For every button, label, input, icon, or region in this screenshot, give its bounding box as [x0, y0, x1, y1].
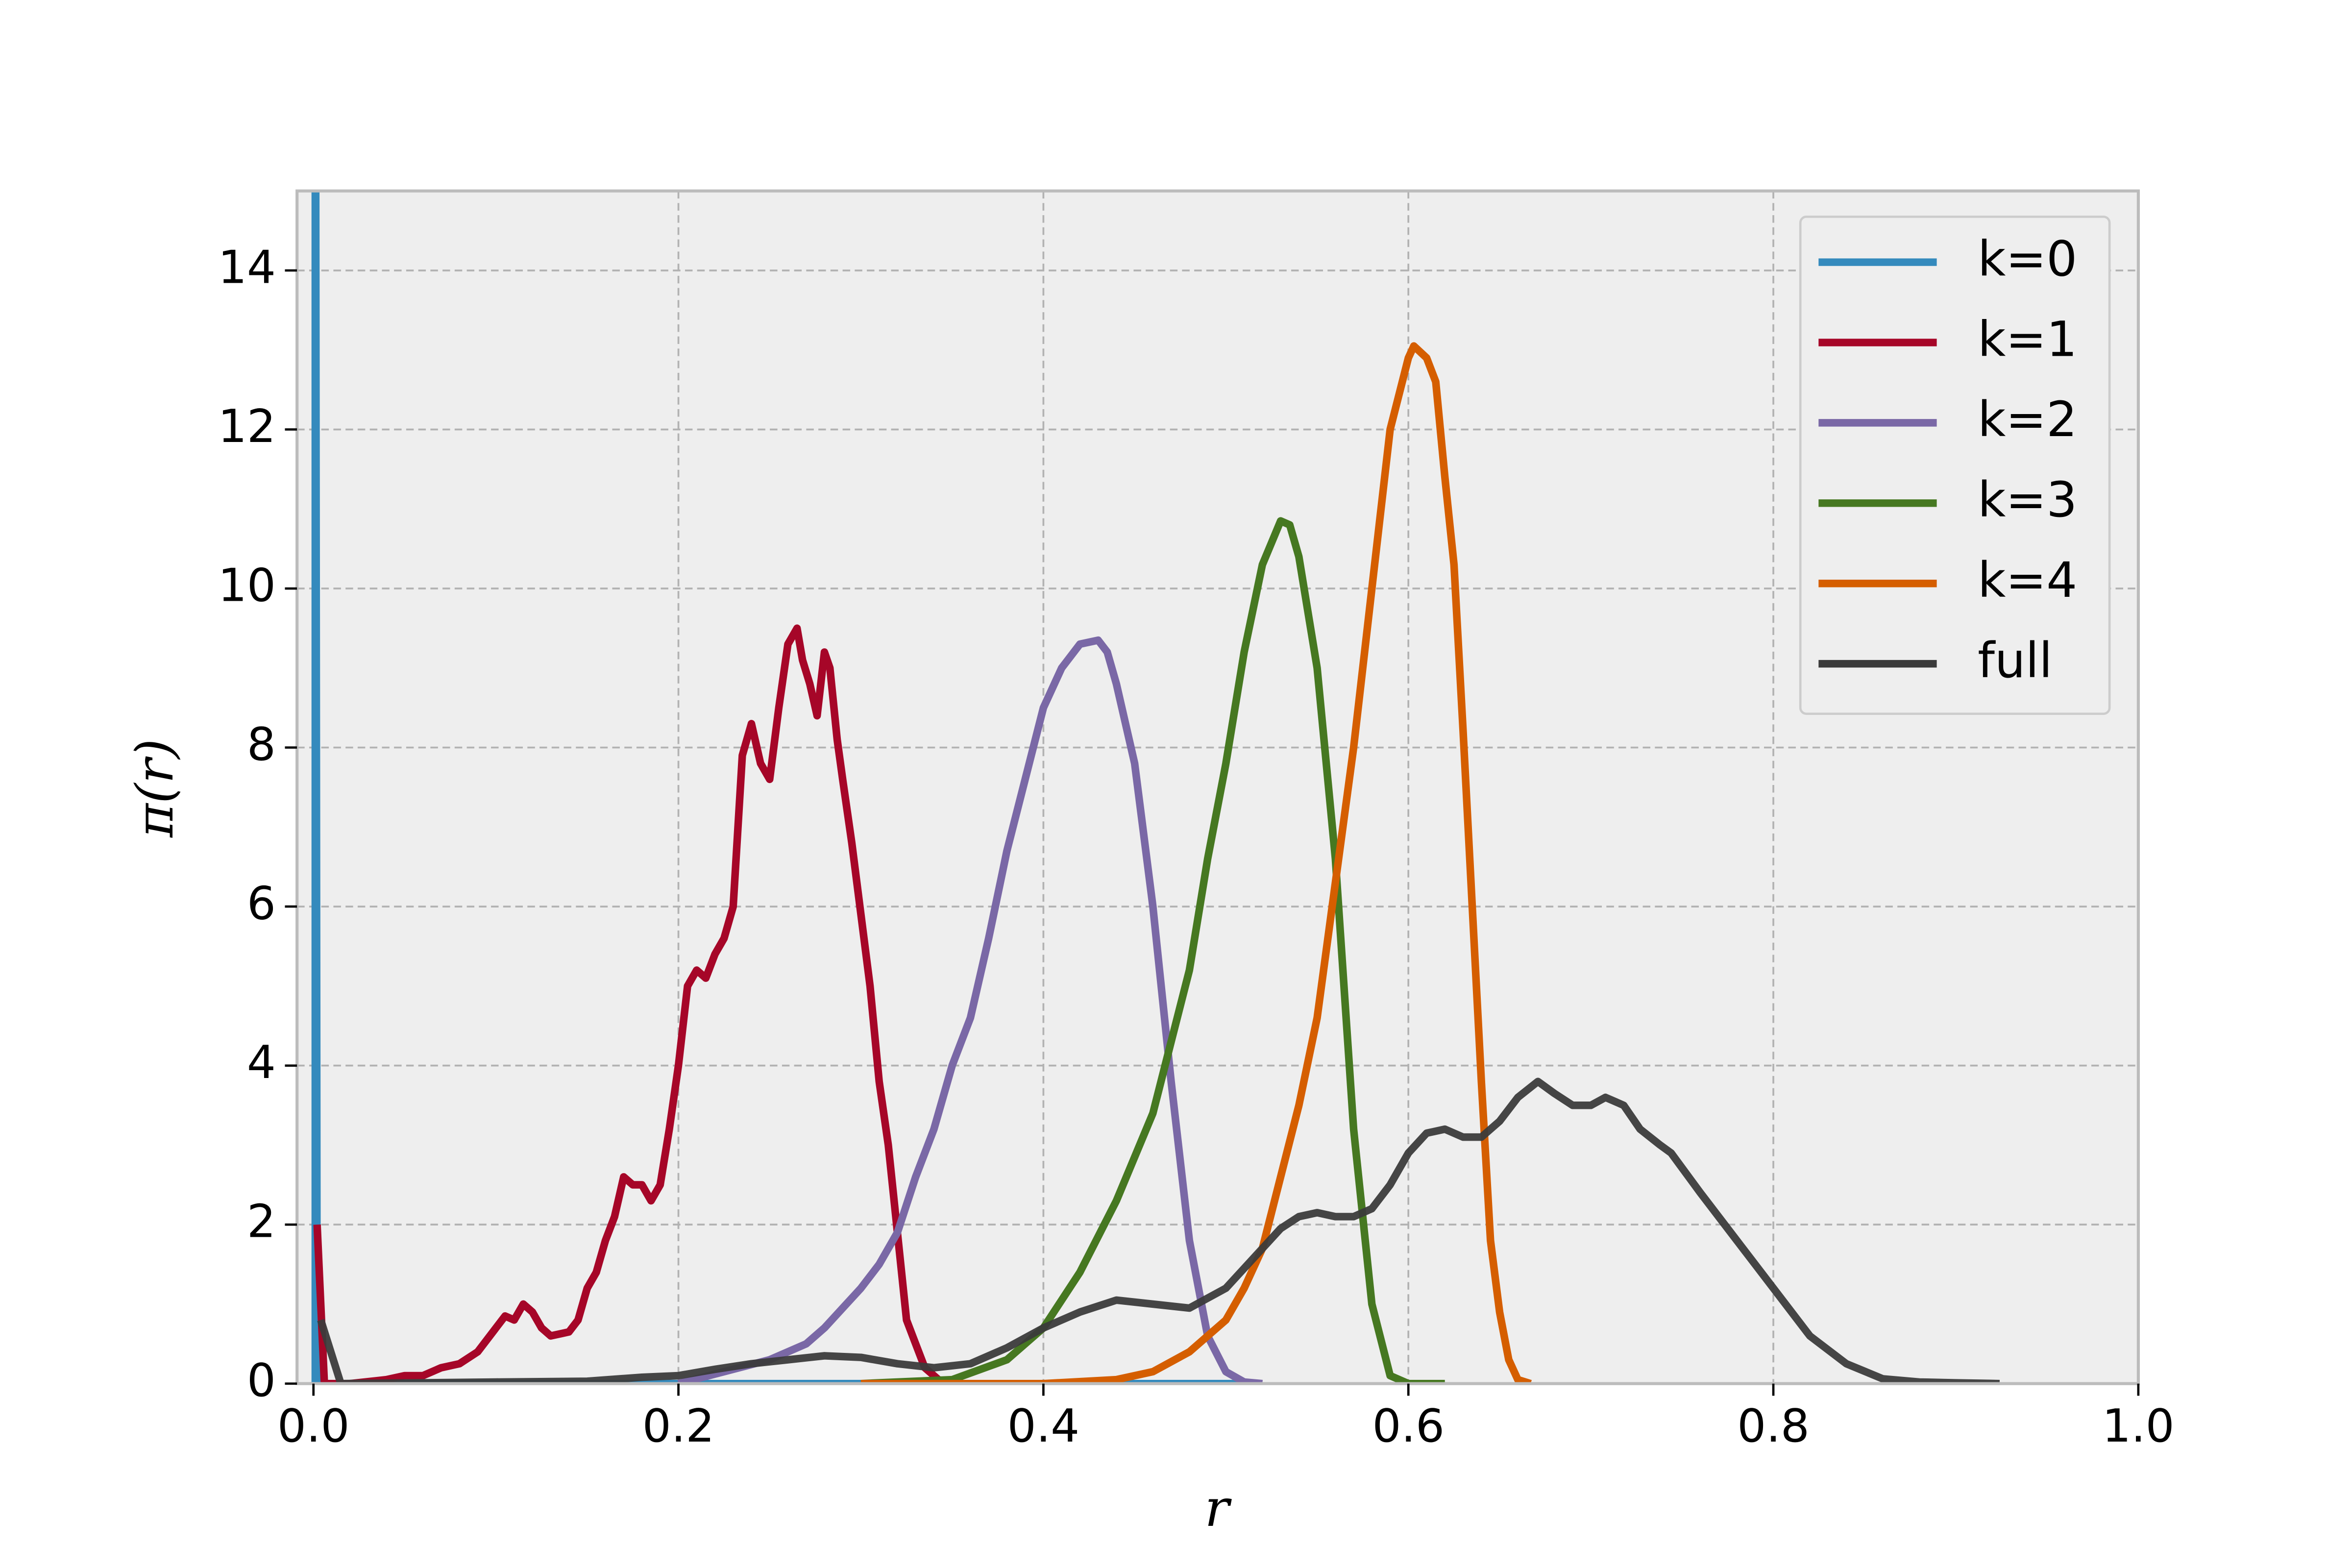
series-line: [860, 517, 1445, 1384]
x-tick-label: 0.6: [1372, 1399, 1445, 1452]
legend-label: k=4: [1978, 552, 2077, 609]
y-tick-label: 0: [247, 1354, 276, 1407]
x-tick-label: 0.4: [1007, 1399, 1080, 1452]
y-tick-label: 8: [247, 718, 276, 771]
plot-frame: [295, 189, 2140, 1385]
x-tick-label: 0.2: [642, 1399, 715, 1452]
x-tick-label: 0.8: [1737, 1399, 1810, 1452]
legend-label: k=3: [1978, 472, 2077, 528]
legend-label: k=0: [1978, 231, 2077, 287]
y-tick-label: 6: [247, 877, 276, 930]
x-axis-label: r: [1204, 1478, 1232, 1538]
series-line: [313, 624, 953, 1384]
y-tick-label: 10: [218, 559, 276, 612]
legend-label: k=2: [1978, 392, 2077, 448]
y-tick-label: 12: [218, 400, 276, 453]
x-tick-label: 1.0: [2102, 1399, 2175, 1452]
ticks: 0.0 0.2 0.4 0.6 0.8 1.0 0 2 4 6 8 10 12 14: [218, 241, 2175, 1452]
y-axis-label: π(r): [124, 739, 185, 838]
series-line: [317, 1078, 2000, 1384]
legend-box: [1799, 215, 2111, 715]
y-tick-label: 4: [247, 1036, 276, 1089]
legend: k=0 k=1 k=2 k=3 k=4 full: [1799, 215, 2111, 715]
x-tick-label: 0.0: [277, 1399, 350, 1452]
series-line: [311, 191, 1245, 1384]
y-tick-label: 2: [247, 1195, 276, 1248]
grid: [297, 191, 2139, 1385]
legend-label: k=1: [1978, 311, 2077, 368]
legend-label: full: [1978, 633, 2053, 689]
series-line: [677, 636, 1263, 1384]
y-tick-label: 14: [218, 241, 276, 294]
lines: [311, 191, 2000, 1384]
